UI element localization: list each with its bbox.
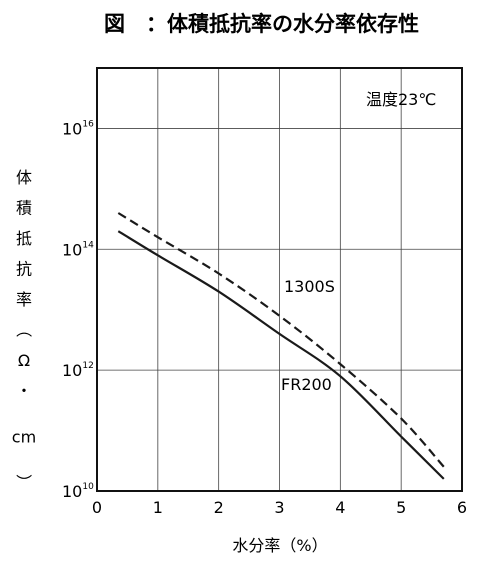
y-axis-label-char: 体	[16, 168, 32, 187]
series-group	[117, 212, 445, 480]
y-axis-label-char: 積	[16, 199, 32, 218]
x-tick-label: 4	[335, 498, 345, 517]
y-axis-label-char: 抗	[16, 260, 32, 279]
y-axis-label-char: Ω	[18, 351, 30, 370]
plot-border	[96, 67, 463, 492]
y-tick-label: 1014	[62, 240, 94, 259]
temperature-annotation: 温度23℃	[366, 90, 436, 109]
plot-frame	[96, 67, 463, 492]
series-label-1300s: 1300S	[284, 277, 335, 296]
x-axis-ticks: 0 1 2 3 4 5 6	[92, 498, 467, 517]
y-axis-label-char: ・	[16, 382, 32, 401]
y-axis-label-char: cm	[12, 427, 36, 446]
y-axis-label-char: 率	[16, 290, 32, 309]
series-line-fr200	[117, 230, 445, 480]
x-tick-label: 2	[214, 498, 224, 517]
grid	[97, 68, 462, 491]
x-tick-label: 5	[396, 498, 406, 517]
chart-title: 図 ：体積抵抗率の水分率依存性	[104, 12, 419, 36]
y-axis-label: 体積抵抗率 （ Ω ・ cm ）	[12, 168, 36, 490]
y-axis-ticks: 1010 1012 1014 1016	[62, 119, 94, 501]
x-tick-label: 3	[274, 498, 284, 517]
y-axis-label-char: 抵	[16, 229, 32, 248]
x-tick-label: 1	[153, 498, 163, 517]
x-axis-label: 水分率（%）	[232, 536, 327, 555]
y-axis-label-char: ）	[14, 474, 33, 490]
y-axis-label-char: （	[14, 321, 33, 337]
series-line-1300s	[117, 212, 445, 468]
x-tick-label: 6	[457, 498, 467, 517]
x-tick-label: 0	[92, 498, 102, 517]
y-tick-label: 1012	[62, 361, 94, 380]
y-tick-label: 1016	[62, 119, 94, 138]
series-label-fr200: FR200	[281, 375, 332, 394]
y-tick-label: 1010	[62, 482, 94, 501]
